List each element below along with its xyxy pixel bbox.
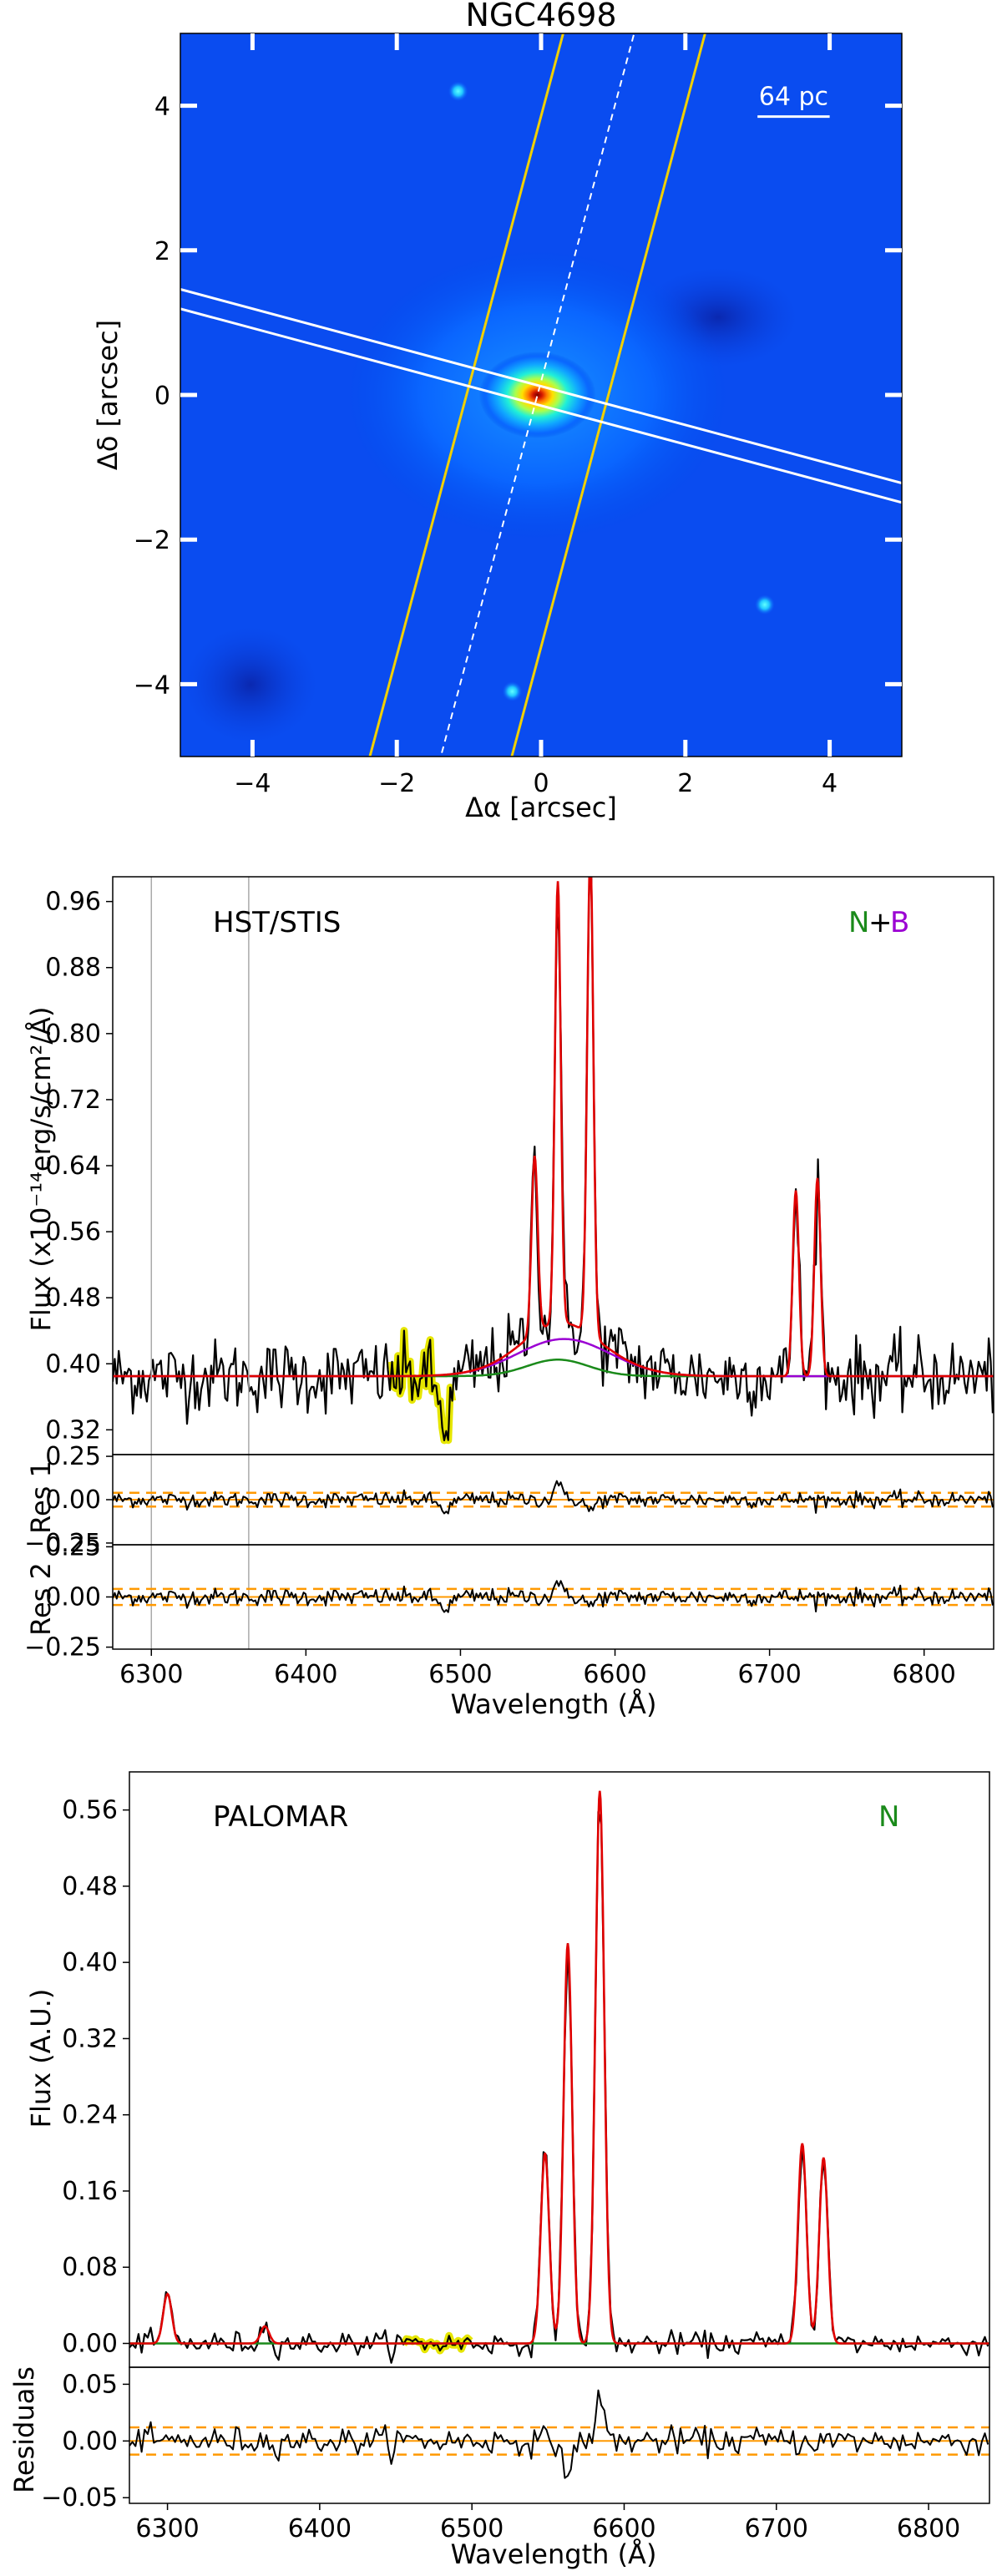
- legend-narrow-palomar: N: [878, 1800, 899, 1834]
- residual-plot-area: [129, 2389, 989, 2479]
- stis-ylabel: Flux (x10⁻¹⁴erg/s/cm²/Å): [25, 1007, 57, 1332]
- y-tick-label: 0.80: [45, 1020, 101, 1049]
- x-tick-label: 6800: [893, 1660, 956, 1689]
- x-tick-label: −2: [378, 769, 415, 798]
- y-tick-label: −4: [134, 671, 170, 700]
- legend-broad: B: [890, 906, 909, 939]
- x-tick-label: 6700: [745, 2514, 808, 2543]
- palomar-res-ylabel: Residuals: [8, 2366, 40, 2493]
- palomar-panel: 0.00 0.08 0.16 0.24 0.32 0.40 0.48 0.56 −0.05 0.0…: [8, 1771, 990, 2570]
- point-source: [754, 595, 775, 615]
- stis-label: HST/STIS: [213, 906, 341, 939]
- y-tick-label: 0.05: [62, 2370, 118, 2399]
- x-tick-label: 2: [677, 769, 693, 798]
- point-source: [502, 681, 523, 702]
- y-tick-label: 0.96: [45, 888, 101, 917]
- y-tick-label: 0.88: [45, 954, 101, 983]
- palomar-ylabel: Flux (A.U.): [25, 1989, 57, 2128]
- model-fit: [129, 1790, 989, 2345]
- legend-narrow: N: [848, 906, 869, 939]
- scalebar-label: 64 pc: [759, 83, 828, 112]
- x-tick-label: 6800: [897, 2514, 960, 2543]
- y-tick-label: 0.72: [45, 1086, 101, 1115]
- x-tick-label: 6400: [288, 2514, 352, 2543]
- stis-xlabel: Wavelength (Å): [451, 1688, 657, 1720]
- y-tick-label: 0.00: [45, 1485, 101, 1515]
- slit-edge-white: [180, 307, 902, 504]
- y-tick-label: 0.16: [62, 2177, 118, 2206]
- model-fit: [113, 877, 994, 1378]
- image-ylabel: Δδ [arcsec]: [92, 320, 124, 470]
- y-tick-label: 2: [154, 237, 170, 266]
- y-tick-label: 0.64: [45, 1151, 101, 1181]
- x-tick-label: 6300: [135, 2514, 199, 2543]
- y-tick-label: −2: [134, 526, 170, 555]
- y-tick-label: 0.32: [62, 2024, 118, 2053]
- y-tick-label: 0.56: [62, 1796, 118, 1825]
- x-tick-label: 0: [533, 769, 549, 798]
- slit-edge-yellow: [510, 33, 706, 757]
- x-tick-label: 6600: [583, 1660, 646, 1689]
- residual-curve: [129, 2389, 989, 2479]
- y-tick-label: 0.48: [62, 1872, 118, 1901]
- galaxy-nucleus: [478, 352, 596, 438]
- y-tick-label: 0.32: [45, 1415, 101, 1445]
- y-tick-label: 0.25: [45, 1442, 101, 1471]
- image-panel: NGC4698 −4 −2 0 2 4 −4 −2 0 2 4 64 pc Δα [arcsec]…: [92, 0, 903, 823]
- x-tick-label: 6600: [592, 2514, 655, 2543]
- point-source: [448, 81, 468, 102]
- stis-panel: 0.32 0.40 0.48 0.56 0.64 0.72 0.80 0.88 0.96 −0.2…: [24, 876, 994, 1720]
- x-tick-label: 6300: [119, 1660, 183, 1689]
- y-tick-label: 0.25: [45, 1532, 101, 1561]
- stis-plot-area: [113, 877, 994, 1445]
- residual-curve: [113, 1580, 994, 1613]
- x-tick-label: 4: [822, 769, 838, 798]
- y-tick-label: −0.25: [24, 1633, 101, 1663]
- y-tick-label: 0.24: [62, 2101, 118, 2130]
- masked-region: [388, 1327, 457, 1445]
- y-tick-label: 0.56: [45, 1217, 101, 1247]
- y-tick-label: −0.05: [41, 2483, 118, 2513]
- scalebar: 64 pc: [757, 83, 830, 119]
- residual-plot-area: [113, 1580, 994, 1613]
- residual-plot-area: [113, 1480, 994, 1515]
- palomar-plot-area: [129, 1790, 989, 2364]
- y-tick-label: 0.40: [62, 1948, 118, 1977]
- x-tick-label: −4: [234, 769, 271, 798]
- y-tick-label: 0: [154, 382, 170, 411]
- y-tick-label: 4: [154, 93, 170, 122]
- y-tick-label: −0.25: [24, 1529, 101, 1558]
- y-tick-label: 0.48: [45, 1283, 101, 1313]
- stis-legend: N + B: [848, 906, 909, 939]
- y-tick-label: 0.08: [62, 2253, 118, 2282]
- stis-res2-ylabel: Res 2: [25, 1562, 57, 1636]
- dark-lane-2: [184, 626, 317, 743]
- residual-frame: [129, 2366, 990, 2504]
- x-tick-label: 6400: [274, 1660, 337, 1689]
- image-xlabel: Δα [arcsec]: [465, 792, 617, 823]
- x-tick-label: 6700: [737, 1660, 801, 1689]
- residual-curve: [113, 1480, 994, 1515]
- y-tick-label: 0.00: [62, 2427, 118, 2456]
- slit-edge-yellow: [368, 33, 565, 757]
- stis-res1-ylabel: Res 1: [25, 1460, 57, 1534]
- x-tick-label: 6500: [440, 2514, 504, 2543]
- x-tick-label: 6500: [428, 1660, 492, 1689]
- legend-plus: +: [868, 906, 893, 939]
- y-tick-label: 0.40: [45, 1349, 101, 1379]
- image-title: NGC4698: [465, 0, 616, 33]
- palomar-xlabel: Wavelength (Å): [451, 2538, 657, 2570]
- y-tick-label: 0.00: [45, 1583, 101, 1612]
- palomar-label: PALOMAR: [213, 1800, 348, 1834]
- y-tick-label: 0.00: [62, 2329, 118, 2358]
